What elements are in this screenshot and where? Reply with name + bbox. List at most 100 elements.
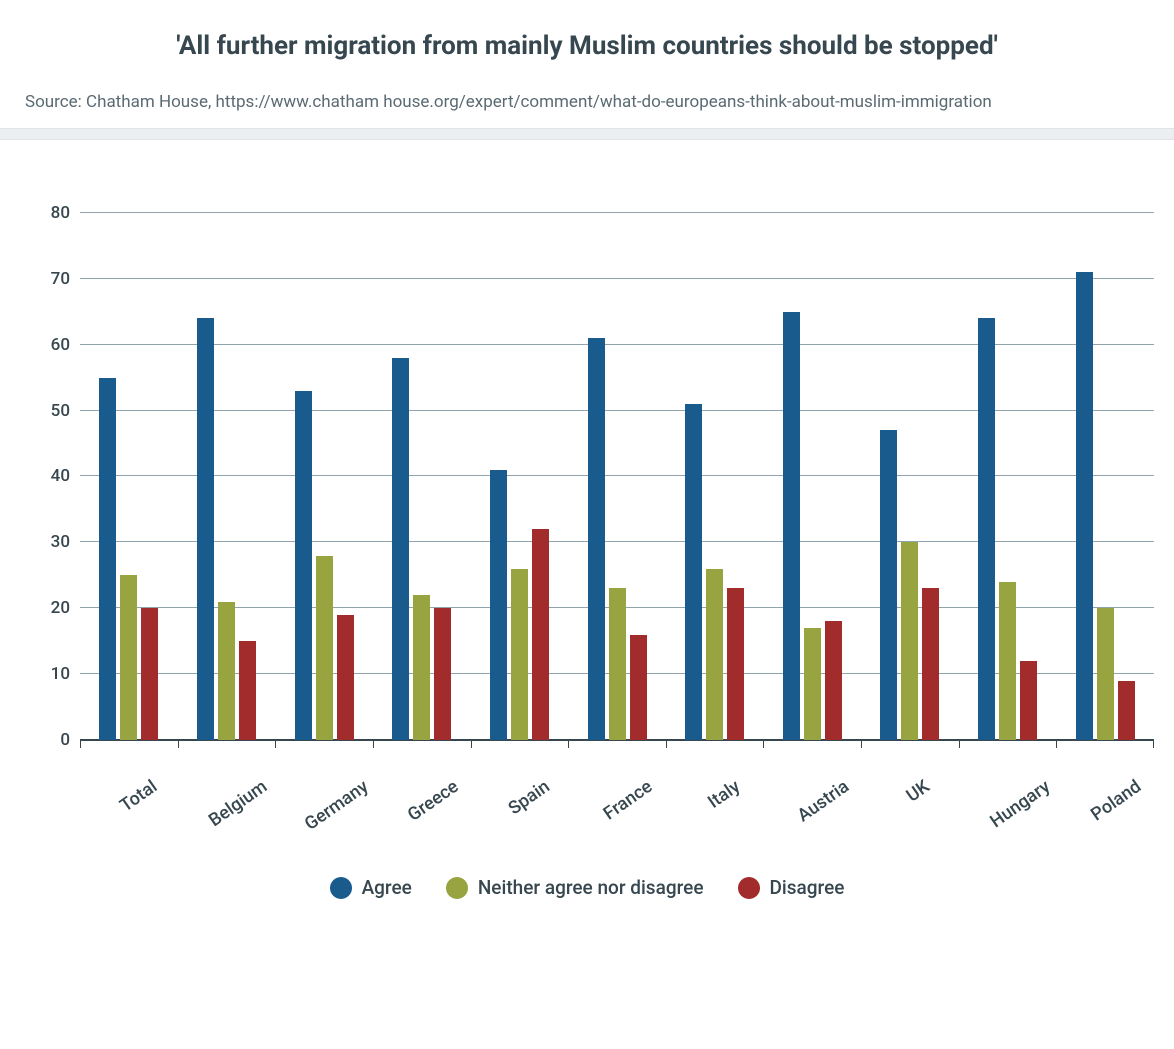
x-axis-label: Italy xyxy=(704,776,744,813)
bar-group xyxy=(471,180,569,740)
bar xyxy=(630,635,647,740)
bar-group xyxy=(959,180,1057,740)
y-tick-label: 50 xyxy=(51,401,80,421)
bar-group xyxy=(568,180,666,740)
x-tick-slot xyxy=(471,740,569,750)
x-tick-mark xyxy=(178,740,179,748)
x-label-slot: UK xyxy=(861,756,959,846)
bar xyxy=(706,569,723,740)
bar xyxy=(609,588,626,740)
bar xyxy=(295,391,312,740)
chart-area: Percent 01020304050607080 TotalBelgiumGe… xyxy=(0,180,1174,846)
bar xyxy=(511,569,528,740)
bar-group xyxy=(861,180,959,740)
bar xyxy=(685,404,702,740)
x-axis-label: Germany xyxy=(301,776,372,835)
bar xyxy=(316,556,333,740)
x-tick-mark xyxy=(959,740,960,748)
x-tick-mark xyxy=(861,740,862,748)
bar xyxy=(880,430,897,740)
bar-group xyxy=(1056,180,1154,740)
x-tick-mark xyxy=(471,740,472,748)
x-label-slot: Belgium xyxy=(178,756,276,846)
chart-title: 'All further migration from mainly Musli… xyxy=(0,0,1174,72)
y-tick-label: 10 xyxy=(51,664,80,684)
bar xyxy=(588,338,605,740)
x-axis-label: UK xyxy=(903,776,934,806)
bar xyxy=(337,615,354,740)
legend-label: Neither agree nor disagree xyxy=(478,876,704,899)
bar xyxy=(532,529,549,740)
x-axis-label: France xyxy=(600,776,657,824)
x-axis-label: Total xyxy=(116,776,161,816)
bar xyxy=(239,641,256,740)
legend-item: Agree xyxy=(330,876,412,899)
x-tick-mark xyxy=(275,740,276,748)
x-label-slot: Hungary xyxy=(959,756,1057,846)
x-label-slot: Greece xyxy=(373,756,471,846)
divider xyxy=(0,128,1174,140)
x-tick-mark xyxy=(568,740,569,748)
x-tick-slot xyxy=(861,740,959,750)
chart-source: Source: Chatham House, https://www.chath… xyxy=(0,72,1174,128)
bar-group xyxy=(178,180,276,740)
x-axis-labels: Total Belgium Germany Greece Spain France Ital… xyxy=(80,756,1154,846)
bar xyxy=(978,318,995,740)
bar xyxy=(727,588,744,740)
y-tick-label: 0 xyxy=(60,730,80,750)
bar xyxy=(999,582,1016,740)
legend-label: Disagree xyxy=(770,876,845,899)
y-tick-label: 70 xyxy=(51,269,80,289)
y-tick-label: 40 xyxy=(51,466,80,486)
x-tick-slot xyxy=(763,740,861,750)
bar xyxy=(141,608,158,740)
x-label-slot: Total xyxy=(80,756,178,846)
x-label-slot: France xyxy=(568,756,666,846)
x-tick-mark xyxy=(373,740,374,748)
x-axis-label: Spain xyxy=(505,776,554,819)
x-tick-mark xyxy=(1153,740,1154,748)
bar-group xyxy=(666,180,764,740)
bar xyxy=(825,621,842,740)
x-axis-label: Hungary xyxy=(986,776,1054,832)
x-tick-slot xyxy=(666,740,764,750)
x-tick-slot xyxy=(80,740,178,750)
bar xyxy=(1097,608,1114,740)
x-tick-slot xyxy=(959,740,1057,750)
bar-group xyxy=(275,180,373,740)
bar xyxy=(490,470,507,740)
legend-swatch xyxy=(330,877,352,899)
legend-swatch xyxy=(446,877,468,899)
legend-swatch xyxy=(738,877,760,899)
bar xyxy=(218,602,235,740)
bar xyxy=(434,608,451,740)
x-label-slot: Poland xyxy=(1056,756,1154,846)
bar xyxy=(197,318,214,740)
x-tick-slot xyxy=(373,740,471,750)
bar-group xyxy=(373,180,471,740)
legend-item: Neither agree nor disagree xyxy=(446,876,704,899)
x-label-slot: Germany xyxy=(275,756,373,846)
legend: Agree Neither agree nor disagree Disagree xyxy=(0,846,1174,929)
bar xyxy=(1076,272,1093,740)
x-tick-slot xyxy=(1056,740,1154,750)
x-tick-mark xyxy=(80,740,81,748)
chart-container: 'All further migration from mainly Musli… xyxy=(0,0,1174,929)
bar-group xyxy=(763,180,861,740)
x-label-slot: Austria xyxy=(763,756,861,846)
bars-layer xyxy=(80,180,1154,740)
x-label-slot: Italy xyxy=(666,756,764,846)
x-axis-label: Austria xyxy=(794,776,853,826)
x-tick-mark xyxy=(763,740,764,748)
x-axis-label: Greece xyxy=(404,776,463,826)
x-tick-mark xyxy=(1056,740,1057,748)
bar xyxy=(120,575,137,740)
bar xyxy=(804,628,821,740)
x-axis-label: Poland xyxy=(1087,776,1145,825)
legend-label: Agree xyxy=(362,876,412,899)
y-tick-label: 20 xyxy=(51,598,80,618)
y-tick-label: 80 xyxy=(51,203,80,223)
y-tick-label: 30 xyxy=(51,532,80,552)
bar xyxy=(901,542,918,740)
bar xyxy=(392,358,409,740)
